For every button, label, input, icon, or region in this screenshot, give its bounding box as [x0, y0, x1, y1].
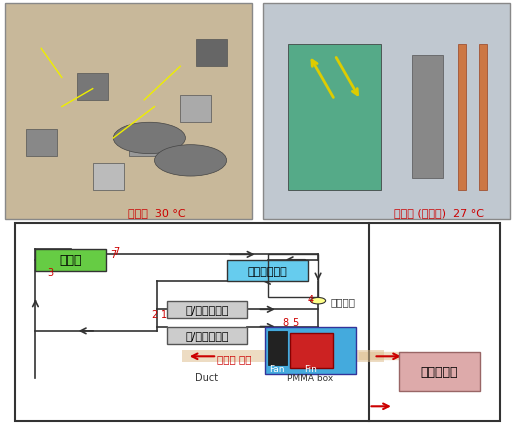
Bar: [77, 74, 108, 101]
Bar: [167, 327, 247, 344]
Bar: [268, 255, 318, 298]
Text: 팽창밸브: 팽창밸브: [331, 296, 356, 306]
Text: 응축기: 응축기: [60, 254, 82, 267]
Text: 8: 8: [282, 317, 288, 328]
Text: 내부열교환기: 내부열교환기: [248, 266, 287, 276]
Text: 4: 4: [307, 294, 314, 304]
Text: Fin: Fin: [304, 364, 317, 373]
Text: 3: 3: [47, 267, 54, 277]
Bar: [36, 249, 106, 271]
Circle shape: [113, 123, 185, 154]
Bar: [180, 96, 211, 123]
Text: 기/액체압축기: 기/액체압축기: [185, 304, 229, 315]
Bar: [479, 45, 487, 190]
Bar: [458, 45, 466, 190]
Bar: [288, 45, 381, 190]
Circle shape: [154, 145, 227, 177]
Bar: [167, 301, 247, 318]
Text: 1: 1: [161, 309, 167, 319]
Text: 7: 7: [113, 246, 119, 257]
Text: 항온항습기: 항온항습기: [420, 366, 458, 378]
Text: 실외룸  30 °C: 실외룸 30 °C: [128, 207, 185, 217]
Bar: [182, 350, 384, 362]
Bar: [263, 4, 510, 219]
Text: 7: 7: [111, 250, 117, 260]
Circle shape: [311, 298, 325, 304]
Bar: [196, 40, 227, 67]
Bar: [5, 4, 252, 219]
Text: 냉각된 공기: 냉각된 공기: [217, 353, 252, 363]
Bar: [265, 327, 356, 374]
Bar: [268, 331, 287, 366]
Text: 5: 5: [292, 317, 299, 328]
Text: 기/액체압축기: 기/액체압축기: [185, 330, 229, 341]
Text: Fan: Fan: [269, 364, 284, 373]
Bar: [129, 130, 160, 157]
Text: 실내룸 (항온룸)  27 °C: 실내룸 (항온룸) 27 °C: [394, 207, 484, 217]
Bar: [290, 333, 333, 368]
Text: PMMA box: PMMA box: [287, 373, 334, 382]
Text: 2: 2: [151, 309, 157, 319]
Bar: [93, 163, 124, 190]
Text: Duct: Duct: [196, 372, 218, 382]
Bar: [26, 130, 57, 157]
Bar: [412, 56, 443, 179]
Bar: [227, 260, 308, 282]
Bar: [399, 353, 479, 391]
